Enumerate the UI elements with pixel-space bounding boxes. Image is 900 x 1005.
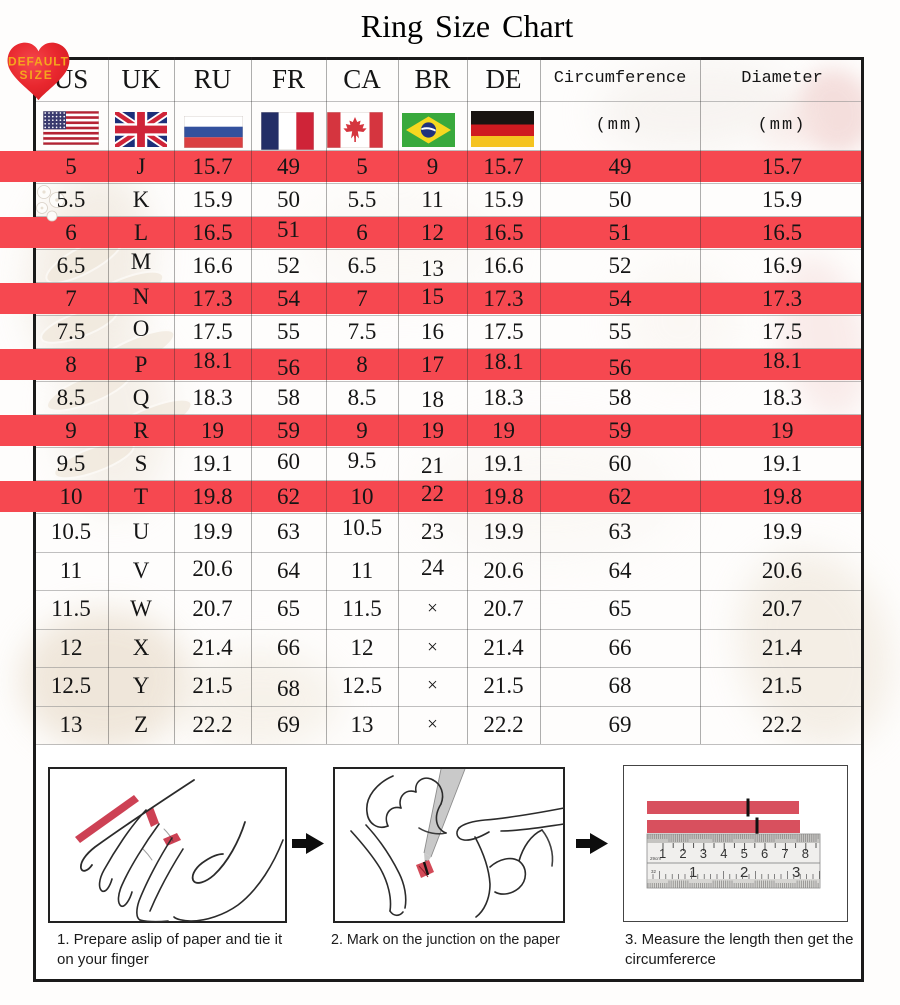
svg-text:7: 7	[781, 846, 788, 861]
svg-text:SIZE: SIZE	[19, 68, 53, 82]
svg-text:2: 2	[740, 864, 748, 881]
svg-text:3: 3	[700, 846, 707, 861]
svg-text:DEFAULT: DEFAULT	[8, 54, 69, 68]
svg-text:3: 3	[792, 864, 800, 881]
svg-text:32: 32	[651, 869, 657, 874]
svg-text:4: 4	[720, 846, 727, 861]
svg-text:8: 8	[802, 846, 809, 861]
svg-text:5: 5	[741, 846, 748, 861]
svg-text:1: 1	[659, 846, 666, 861]
svg-text:6: 6	[761, 846, 768, 861]
svg-text:29cm: 29cm	[650, 856, 661, 861]
svg-text:2: 2	[679, 846, 686, 861]
svg-text:1: 1	[689, 864, 697, 881]
